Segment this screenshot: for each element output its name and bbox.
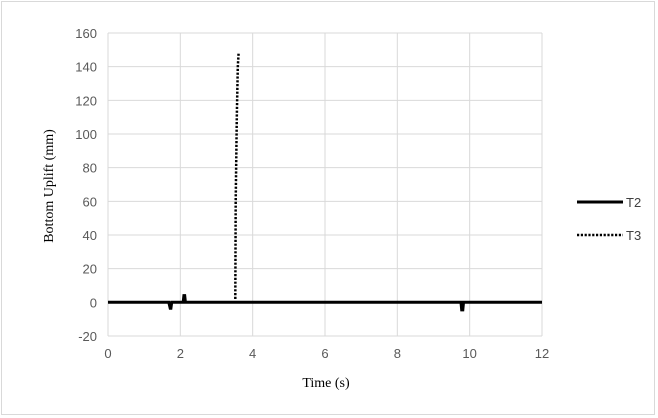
y-tick-label: 40 [83, 228, 97, 243]
y-tick-label: 140 [75, 60, 97, 75]
y-axis-title: Bottom Uplift (mm) [42, 129, 57, 243]
y-tick-label: 20 [83, 262, 97, 277]
x-tick-label: 8 [394, 346, 401, 361]
y-tick-label: 80 [83, 161, 97, 176]
legend-label-t2: T2 [626, 195, 641, 210]
x-tick-label: 4 [249, 346, 256, 361]
x-tick-label: 2 [177, 346, 184, 361]
x-tick-label: 0 [104, 346, 111, 361]
x-tick-label: 12 [535, 346, 549, 361]
tick-labels: -20 0 20 40 60 80 100 120 140 160 0 2 4 6 8 10 12 [75, 26, 549, 361]
y-tick-label: -20 [78, 329, 97, 344]
series-line-t3 [234, 53, 240, 300]
y-tick-label: 120 [75, 93, 97, 108]
series-lines [108, 53, 542, 312]
y-tick-label: 0 [90, 295, 97, 310]
x-tick-label: 6 [321, 346, 328, 361]
y-tick-label: 100 [75, 127, 97, 142]
series-line-t2 [108, 294, 542, 312]
y-tick-label: 60 [83, 194, 97, 209]
y-tick-label: 160 [75, 26, 97, 41]
x-axis-title: Time (s) [302, 376, 350, 391]
legend: T2 T3 [577, 195, 641, 243]
legend-label-t3: T3 [626, 228, 641, 243]
gridlines [107, 32, 543, 337]
x-tick-label: 10 [462, 346, 476, 361]
